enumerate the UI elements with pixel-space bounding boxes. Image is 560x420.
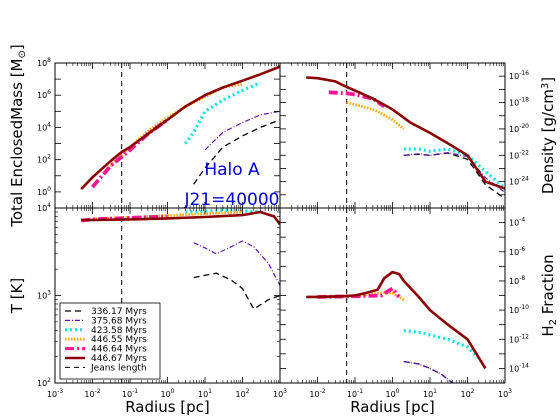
series-line — [346, 101, 405, 130]
y-tick-label: 10-16 — [509, 70, 529, 81]
y-axis-label: Total EnclosedMass [M⊙] — [8, 44, 28, 228]
y-tick-label: 10-22 — [509, 149, 529, 160]
series-line — [193, 119, 280, 185]
series-line — [193, 240, 280, 286]
y-tick-label: 100 — [37, 186, 51, 197]
y-axis-label: T [K] — [8, 278, 26, 314]
legend-entry: 336.17 Myrs — [91, 307, 147, 317]
legend-entry: 446.55 Myrs — [91, 335, 147, 345]
series-line — [403, 152, 505, 193]
x-tick-label: 102 — [460, 388, 474, 399]
annotation-text: Halo A — [204, 160, 260, 180]
x-axis-label: Radius [pc] — [350, 398, 435, 416]
plot-frame — [279, 62, 506, 209]
x-tick-label: 10-2 — [84, 388, 100, 399]
y-tick-label: 104 — [37, 121, 51, 132]
x-tick-label: 10-2 — [309, 388, 325, 399]
x-axis-label: Radius [pc] — [125, 398, 210, 416]
y-tick-label: 10-4 — [509, 217, 525, 228]
x-tick-label: 100 — [385, 388, 399, 399]
x-tick-label: 101 — [198, 388, 212, 399]
x-tick-label: 101 — [423, 388, 437, 399]
y-tick-label: 108 — [37, 57, 51, 68]
x-tick-label: 102 — [235, 388, 249, 399]
panel-bottom-right: 10-2 10-1 100 101 102 103 10-14 10-12 10-10 10-8 1… — [279, 207, 559, 416]
x-tick-label: 103 — [498, 388, 512, 399]
legend-box — [59, 302, 161, 380]
y-tick-label: 10-20 — [509, 123, 529, 134]
series-line — [81, 210, 280, 226]
x-tick-label: 10-1 — [347, 388, 363, 399]
y-tick-label: 10-18 — [509, 97, 529, 108]
series-line — [306, 270, 487, 370]
y-tick-label: 102 — [37, 377, 51, 388]
series-line — [109, 82, 243, 168]
plot-frame — [279, 207, 506, 384]
legend-entry: 446.67 Myrs — [91, 354, 147, 364]
y-tick-label: 103 — [37, 290, 51, 301]
x-tick-label: 100 — [160, 388, 174, 399]
series-line — [306, 76, 505, 190]
series-line — [403, 328, 480, 360]
legend-entry: 423.58 Myrs — [91, 326, 147, 336]
panel-top-right: 10-24 10-22 10-20 10-18 10-16 Density [g/cm3] — [279, 62, 557, 209]
annotation-text: J21=40000 — [184, 190, 280, 210]
plot-frame — [54, 62, 281, 209]
panel-top-left: 100 102 104 106 108 Total EnclosedMass [M⊙] Ha… — [8, 44, 281, 228]
legend-entry: 446.64 Myrs — [91, 345, 147, 355]
y-tick-label: 10-14 — [509, 362, 529, 373]
series-line — [204, 110, 280, 151]
y-tick-label: 106 — [37, 89, 51, 100]
series-line — [403, 360, 453, 383]
y-axis-label: Density [g/cm3] — [539, 77, 557, 194]
y-tick-label: 10-8 — [509, 275, 525, 286]
y-axis-label: H2 Fraction — [539, 254, 559, 336]
y-tick-label: 10-10 — [509, 304, 529, 315]
y-tick-label: 10-24 — [509, 176, 529, 187]
x-tick-label: 10-3 — [47, 388, 63, 399]
x-tick-label: 10-1 — [122, 388, 138, 399]
y-tick-label: 104 — [37, 202, 51, 213]
panel-bottom-left: 10-3 10-2 10-1 100 101 102 103 102 103 104 T [K] Ra… — [8, 202, 287, 416]
legend-entry: Jeans length — [90, 363, 147, 373]
legend-entry: 375.68 Myrs — [91, 316, 147, 326]
series-line — [184, 81, 262, 145]
y-tick-label: 10-12 — [509, 333, 529, 344]
series-line — [193, 272, 280, 310]
y-tick-label: 102 — [37, 154, 51, 165]
series-line — [403, 360, 453, 383]
series-line — [80, 65, 280, 190]
y-tick-label: 10-6 — [509, 246, 525, 257]
x-tick-label: 103 — [273, 388, 287, 399]
series-line — [91, 118, 169, 189]
